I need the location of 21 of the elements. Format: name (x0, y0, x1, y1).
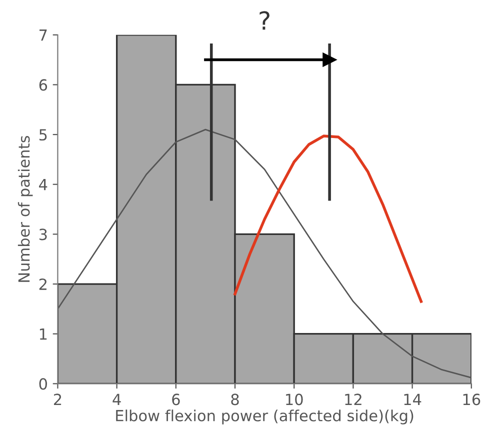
x-tick-label: 12 (345, 394, 362, 406)
x-tick-label: 10 (286, 394, 303, 406)
x-tick-label: 14 (404, 394, 422, 406)
x-axis-title: Elbow flexion power (affected side)(kg) (116, 410, 414, 424)
x-tick-label: 4 (112, 394, 121, 406)
y-tick-label: 0 (39, 378, 47, 390)
y-tick-label: 6 (39, 79, 48, 91)
line-series (234, 134, 423, 303)
y-tick-label: 5 (39, 129, 47, 141)
y-tick-label: 3 (39, 228, 47, 240)
y-tick-label: 1 (40, 328, 47, 340)
text: ? (260, 11, 270, 30)
line-series (58, 128, 472, 378)
y-tick-label: 7 (40, 30, 47, 41)
y-tick-label: 2 (39, 278, 46, 290)
y-tick-label: 4 (39, 179, 48, 190)
x-tick-label: 6 (172, 394, 180, 406)
x-tick-label: 8 (231, 394, 239, 406)
y-axis-title: Number of patients (18, 136, 33, 282)
x-tick-label: 16 (463, 394, 480, 406)
x-tick-label: 2 (54, 394, 62, 406)
